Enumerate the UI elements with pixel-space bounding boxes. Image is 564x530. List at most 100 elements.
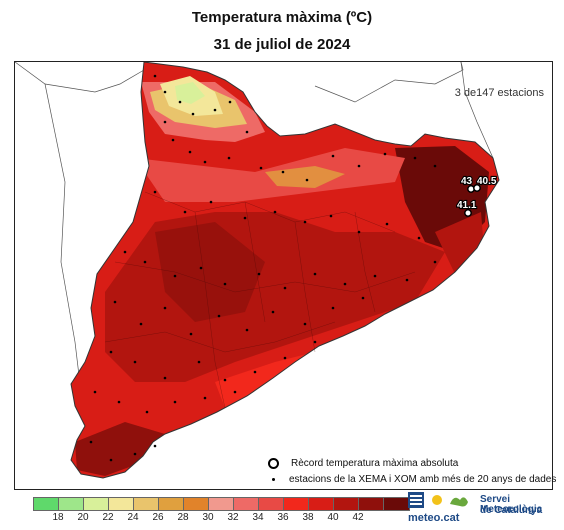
scale-tick-label: 22 <box>102 512 114 523</box>
scale-tick-label: 36 <box>277 512 289 523</box>
station-dot <box>173 400 177 404</box>
station-dot <box>383 152 387 156</box>
scale-tick-label: 24 <box>127 512 139 523</box>
color-scale <box>33 497 410 511</box>
station-dot <box>143 260 147 264</box>
map-date: 31 de juliol de 2024 <box>213 36 351 53</box>
scale-swatch <box>284 498 309 510</box>
station-dot <box>209 200 213 204</box>
station-dot <box>93 390 97 394</box>
station-dot <box>117 400 121 404</box>
scale-swatch <box>209 498 234 510</box>
logo-brand: meteo.cat <box>408 512 460 524</box>
scale-tick-label: 30 <box>202 512 214 523</box>
scale-tick-label: 32 <box>227 512 239 523</box>
record-marker-2 <box>473 184 481 192</box>
station-dot <box>197 360 201 364</box>
legend-stations-text: estacions de la XEMA i XOM amb més de 20… <box>289 474 557 485</box>
station-dot <box>217 314 221 318</box>
scale-ticks: 18 20 22 24 26 28 30 32 34 36 38 40 42 <box>33 512 383 526</box>
station-dot <box>343 282 347 286</box>
scale-swatch <box>109 498 134 510</box>
scale-swatch <box>384 498 409 510</box>
scale-tick-label: 38 <box>302 512 314 523</box>
scale-swatch <box>359 498 384 510</box>
temperature-field <box>71 62 499 478</box>
station-dot <box>163 306 167 310</box>
legend-record-text: Rècord temperatura màxima absoluta <box>291 458 459 469</box>
station-dot <box>188 150 192 154</box>
station-dot <box>373 274 377 278</box>
scale-swatch <box>84 498 109 510</box>
station-dot <box>223 282 227 286</box>
scale-swatch <box>134 498 159 510</box>
station-dot <box>109 458 113 462</box>
logo-name-line2: de Catalunya <box>480 505 543 516</box>
station-count: 3 de147 estacions <box>454 87 544 99</box>
station-dot <box>183 210 187 214</box>
station-dot <box>283 286 287 290</box>
catalonia-map: 43 40.5 41.1 <box>15 62 500 479</box>
scale-swatch <box>334 498 359 510</box>
station-dot <box>245 130 249 134</box>
station-dot <box>173 274 177 278</box>
station-dot <box>405 278 409 282</box>
scale-swatch <box>159 498 184 510</box>
station-dot <box>233 390 237 394</box>
station-dot <box>153 74 157 78</box>
scale-tick-label: 20 <box>77 512 89 523</box>
station-dot <box>313 272 317 276</box>
station-dot <box>191 112 195 116</box>
station-dot <box>123 250 127 254</box>
scale-swatch <box>259 498 284 510</box>
station-dot <box>413 156 417 160</box>
station-dot <box>259 166 263 170</box>
station-dot <box>385 222 389 226</box>
station-dot <box>113 300 117 304</box>
station-dot <box>133 360 137 364</box>
station-dot <box>357 230 361 234</box>
station-dot <box>227 156 231 160</box>
station-dot <box>153 190 157 194</box>
record-label: 41.1 <box>457 200 477 211</box>
neighbouring-borders <box>15 62 494 427</box>
station-dot <box>89 440 93 444</box>
station-dot <box>331 154 335 158</box>
record-label: 40.5 <box>477 176 497 187</box>
station-dot <box>163 376 167 380</box>
record-markers: 43 40.5 41.1 <box>456 175 498 217</box>
station-dot <box>228 100 232 104</box>
station-dot <box>253 370 257 374</box>
record-ring-icon <box>268 458 279 469</box>
station-dot <box>203 396 207 400</box>
station-dot <box>223 378 227 382</box>
station-markers <box>89 74 437 462</box>
station-dot <box>139 322 143 326</box>
station-dot <box>305 178 309 182</box>
station-dot <box>303 322 307 326</box>
scale-swatch <box>234 498 259 510</box>
scale-swatch <box>34 498 59 510</box>
station-dot <box>133 452 137 456</box>
station-dot <box>199 266 203 270</box>
scale-tick-label: 42 <box>352 512 364 523</box>
scale-tick-label: 26 <box>152 512 164 523</box>
scale-tick-label: 28 <box>177 512 189 523</box>
scale-swatch <box>309 498 334 510</box>
record-label: 43 <box>461 176 473 187</box>
station-dot-icon <box>272 478 275 481</box>
station-dot <box>357 164 361 168</box>
record-marker-3 <box>464 209 472 217</box>
station-dot <box>257 272 261 276</box>
station-dot <box>203 160 207 164</box>
station-dot <box>153 444 157 448</box>
legend-record: Rècord temperatura màxima absoluta <box>268 458 458 469</box>
station-dot <box>163 90 167 94</box>
station-dot <box>331 306 335 310</box>
station-dot <box>433 164 437 168</box>
station-dot <box>281 170 285 174</box>
map-title: Temperatura màxima (ºC) <box>191 9 373 26</box>
scale-tick-label: 18 <box>52 512 64 523</box>
station-dot <box>171 138 175 142</box>
scale-swatch <box>184 498 209 510</box>
